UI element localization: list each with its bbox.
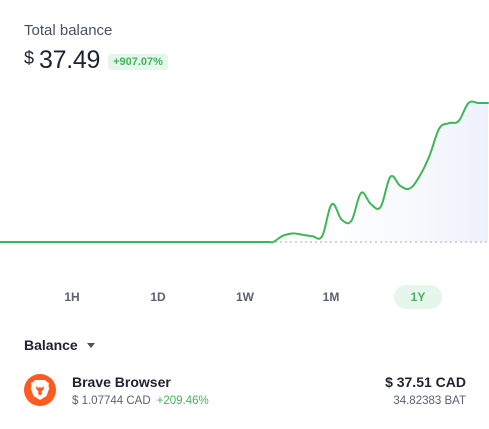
chart-area-fill <box>0 101 488 243</box>
balance-section-label: Balance <box>24 337 78 353</box>
total-balance-amount: 37.49 <box>39 46 101 74</box>
chart-series-line <box>0 100 489 244</box>
time-range-selector: 1H 1D 1W 1M 1Y <box>0 285 489 309</box>
range-1y-button[interactable]: 1Y <box>394 285 442 309</box>
brave-lion-icon <box>24 374 56 406</box>
balance-chart[interactable] <box>0 78 489 268</box>
asset-price: $ 1.07744 CAD <box>72 395 151 407</box>
currency-symbol: $ <box>24 48 35 68</box>
total-balance-row: $ 37.49 +907.07% <box>24 46 168 75</box>
total-balance-title: Total balance <box>24 22 113 39</box>
asset-name: Brave Browser <box>72 374 171 390</box>
range-1w-button[interactable]: 1W <box>236 290 254 304</box>
balance-change-badge: +907.07% <box>108 53 168 70</box>
asset-fiat-value: $ 37.51 CAD <box>385 374 466 390</box>
range-1m-button[interactable]: 1M <box>322 290 340 304</box>
asset-token-amount: 34.82383 BAT <box>393 395 466 407</box>
asset-change: +209.46% <box>156 395 209 407</box>
asset-price-row: $ 1.07744 CAD +209.46% <box>72 395 209 407</box>
total-balance-header: Total balance $ 37.49 +907.07% <box>24 22 168 75</box>
range-1d-button[interactable]: 1D <box>150 290 166 304</box>
range-1h-button[interactable]: 1H <box>64 290 80 304</box>
asset-row[interactable]: Brave Browser $ 1.07744 CAD +209.46% $ 3… <box>24 371 469 411</box>
caret-down-icon <box>86 342 95 348</box>
balance-dropdown[interactable]: Balance <box>24 337 95 353</box>
